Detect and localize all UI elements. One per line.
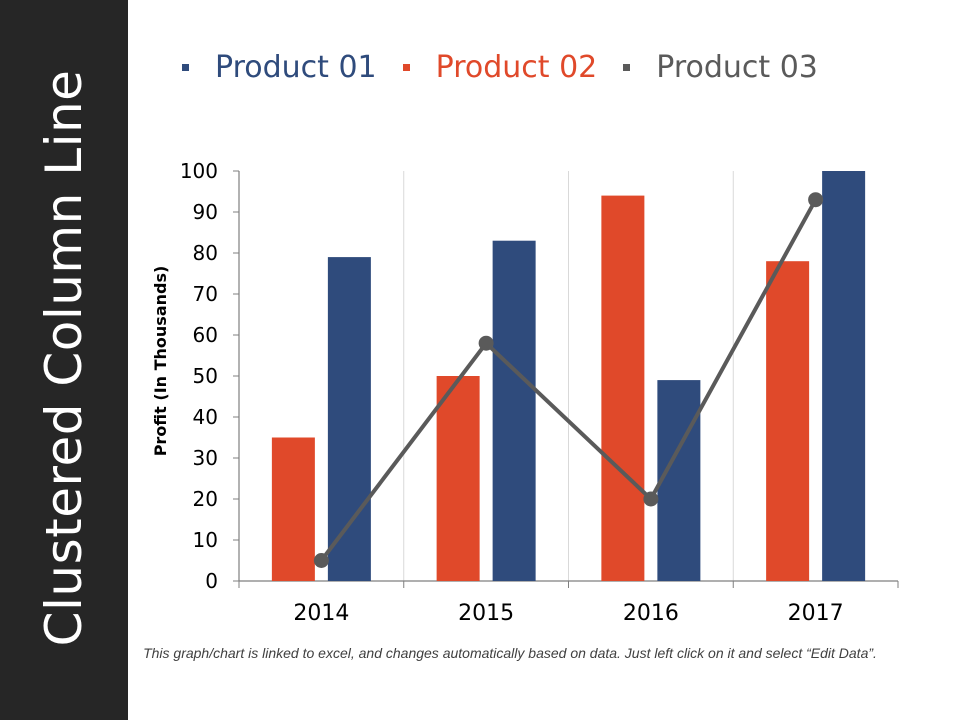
bar-product-02-2017[interactable] [766, 261, 810, 581]
chart-legend: Product 01 Product 02 Product 03 [182, 50, 844, 85]
point-product-03-2016[interactable] [643, 491, 659, 507]
bar-product-02-2014[interactable] [271, 437, 315, 582]
bar-product-01-2015[interactable] [492, 240, 536, 581]
point-product-03-2017[interactable] [808, 192, 824, 208]
y-tick-label: 50 [193, 364, 218, 388]
legend-label: Product 03 [656, 50, 818, 85]
legend-swatch [402, 64, 410, 71]
line-product-03[interactable] [319, 198, 818, 562]
y-tick-label: 40 [193, 405, 218, 429]
y-tick-label: 60 [193, 323, 218, 347]
y-tick-label: 80 [193, 241, 218, 265]
title-sidebar: Clustered Column Line [0, 0, 128, 720]
y-tick-label: 20 [193, 487, 218, 511]
y-axis-title: Profit (In Thousands) [151, 266, 170, 457]
x-tick-label: 2014 [293, 601, 349, 626]
x-tick-label: 2017 [788, 601, 844, 626]
legend-swatch [182, 64, 189, 71]
bar-product-01-2016[interactable] [657, 380, 701, 581]
legend-item-product-01[interactable]: Product 01 [182, 50, 377, 85]
y-tick-label: 90 [193, 200, 218, 224]
x-tick-label: 2016 [623, 601, 679, 626]
point-product-03-2014[interactable] [313, 553, 329, 568]
bar-product-02-2015[interactable] [436, 376, 480, 581]
legend-label: Product 01 [215, 50, 377, 85]
y-tick-label: 70 [193, 282, 218, 306]
footnote: This graph/chart is linked to excel, and… [143, 645, 877, 661]
y-tick-label: 10 [193, 528, 218, 552]
x-tick-label: 2015 [458, 601, 514, 626]
bar-product-01-2014[interactable] [327, 257, 371, 581]
legend-swatch [623, 64, 631, 71]
y-tick-label: 0 [205, 569, 218, 593]
legend-item-product-03[interactable]: Product 03 [623, 50, 818, 85]
y-tick-label: 100 [180, 159, 218, 183]
bar-product-01-2017[interactable] [822, 171, 866, 581]
legend-item-product-02[interactable]: Product 02 [402, 50, 598, 85]
point-product-03-2015[interactable] [478, 335, 494, 351]
legend-label: Product 02 [435, 50, 598, 85]
y-tick-label: 30 [193, 446, 218, 470]
bar-product-02-2016[interactable] [601, 195, 645, 581]
